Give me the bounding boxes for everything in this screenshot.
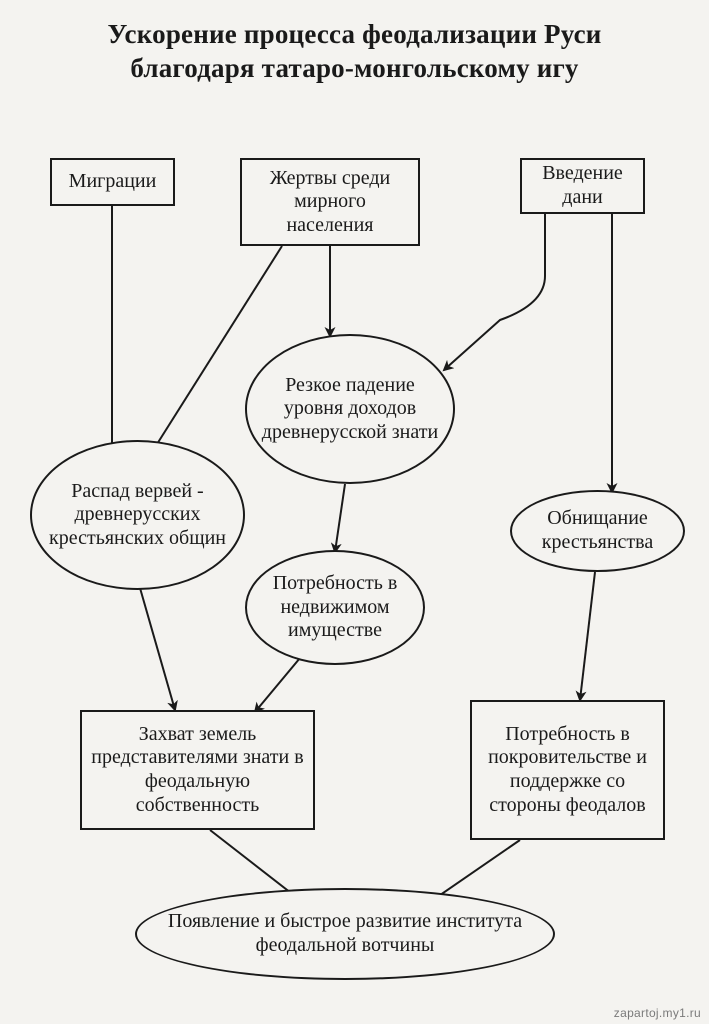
watermark: zapartoj.my1.ru xyxy=(614,1006,701,1020)
node-label: Обнищание крестьянства xyxy=(520,507,675,554)
node-migrations: Миграции xyxy=(50,158,175,206)
node-victims: Жертвы среди мирного населения xyxy=(240,158,420,246)
node-label: Введение дани xyxy=(530,162,635,209)
diagram-canvas: Ускорение процесса феодализации Руси бла… xyxy=(0,0,709,1024)
edge-impoverish-to-need_patron xyxy=(580,572,595,700)
node-label: Потребность в покровительстве и поддержк… xyxy=(480,723,655,817)
node-need_patron: Потребность в покровительстве и поддержк… xyxy=(470,700,665,840)
edge-need_estate-to-land_seize xyxy=(255,658,300,712)
node-vervi_decay: Распад вервей - древнерусских крестьянск… xyxy=(30,440,245,590)
edge-vervi_decay-to-land_seize xyxy=(140,588,175,710)
node-impoverish: Обнищание крестьянства xyxy=(510,490,685,572)
node-tribute: Введение дани xyxy=(520,158,645,214)
node-label: Миграции xyxy=(69,170,157,194)
node-income_fall: Резкое падение уровня доходов древнерусс… xyxy=(245,334,455,484)
page-title: Ускорение процесса феодализации Руси бла… xyxy=(0,18,709,86)
node-label: Резкое падение уровня доходов древнерусс… xyxy=(255,374,445,445)
node-need_estate: Потребность в недвижимом имуществе xyxy=(245,550,425,665)
edge-tribute-to-income_fall xyxy=(444,214,545,370)
node-label: Появление и быстрое развитие института ф… xyxy=(145,910,545,957)
title-line-1: Ускорение процесса феодализации Руси xyxy=(107,19,601,49)
node-label: Распад вервей - древнерусских крестьянск… xyxy=(40,480,235,551)
node-label: Захват земель представителями знати в фе… xyxy=(90,723,305,817)
edge-income_fall-to-need_estate xyxy=(335,484,345,552)
node-votchina: Появление и быстрое развитие института ф… xyxy=(135,888,555,980)
node-land_seize: Захват земель представителями знати в фе… xyxy=(80,710,315,830)
title-line-2: благодаря татаро-монгольскому игу xyxy=(130,53,578,83)
node-label: Потребность в недвижимом имуществе xyxy=(255,572,415,643)
node-label: Жертвы среди мирного населения xyxy=(250,167,410,238)
